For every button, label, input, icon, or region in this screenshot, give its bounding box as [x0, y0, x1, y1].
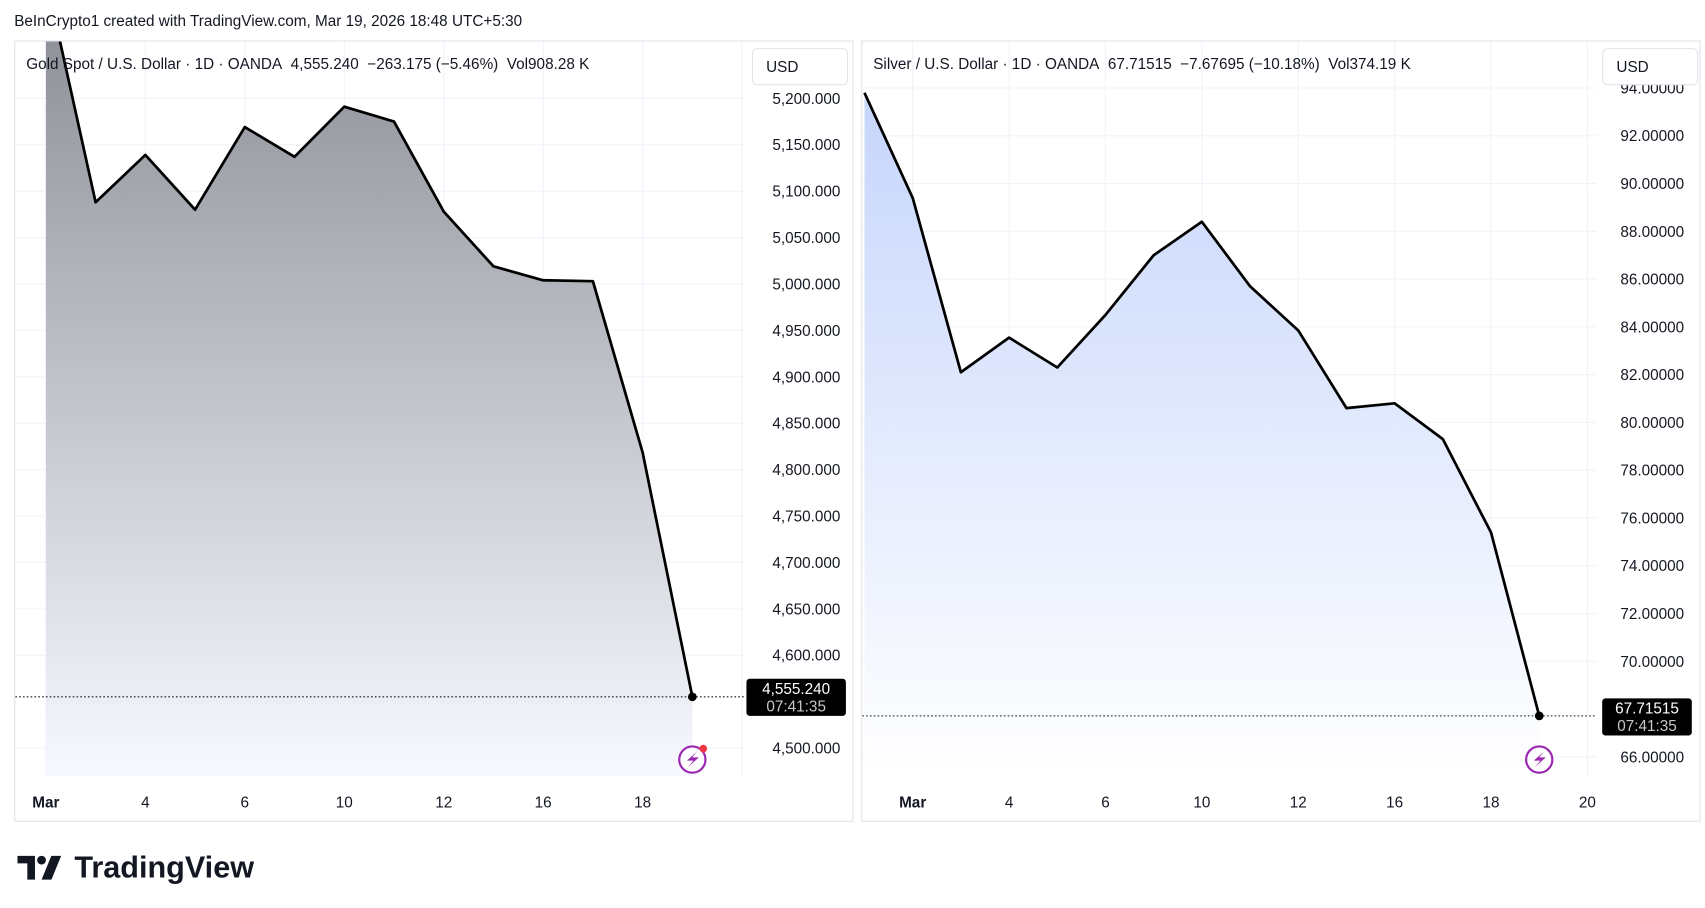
y-tick-label: 80.00000 [1620, 415, 1684, 432]
area-fill [45, 41, 693, 776]
notification-dot [699, 744, 708, 753]
y-tick-label: 4,850.000 [772, 416, 840, 433]
y-tick-label: 82.00000 [1620, 367, 1684, 384]
y-tick-label: 86.00000 [1620, 272, 1684, 289]
currency-button[interactable]: USD [751, 48, 849, 86]
x-tick-label: 12 [1290, 795, 1307, 812]
y-tick-label: 4,950.000 [772, 323, 840, 340]
y-tick-label: 4,500.000 [772, 741, 840, 758]
last-price-value: 67.71515 [1615, 699, 1679, 717]
last-price-value: 4,555.240 [762, 679, 831, 698]
symbol-title[interactable]: Silver / U.S. Dollar · 1D · OANDA [873, 54, 1100, 73]
silver-chart-svg[interactable]: 94.0000092.0000090.0000088.0000086.00000… [862, 41, 1699, 821]
logo-text: TradingView [74, 850, 255, 885]
y-tick-label: 4,750.000 [772, 509, 840, 526]
y-tick-label: 76.00000 [1620, 510, 1684, 527]
y-tick-label: 5,100.000 [772, 184, 840, 201]
silver-legend: Silver / U.S. Dollar · 1D · OANDA 67.715… [873, 55, 1411, 72]
series-group [45, 41, 694, 776]
tradingview-logo[interactable]: TradingView [17, 850, 254, 885]
last-price-label: 67.71515 07:41:35 [1602, 698, 1692, 736]
silver-chart-panel[interactable]: Silver / U.S. Dollar · 1D · OANDA 67.715… [861, 40, 1701, 822]
volume: Vol374.19 K [1328, 54, 1411, 73]
last-point-marker [687, 692, 697, 702]
volume: Vol908.28 K [506, 54, 590, 73]
gold-chart-panel[interactable]: Gold Spot / U.S. Dollar · 1D · OANDA 4,5… [14, 40, 854, 822]
y-tick-label: 72.00000 [1620, 606, 1684, 623]
y-tick-label: 5,000.000 [772, 276, 840, 293]
y-tick-label: 4,700.000 [772, 555, 840, 572]
price-change: −263.175 (−5.46%) [367, 54, 499, 73]
currency-button[interactable]: USD [1602, 48, 1699, 86]
bar-countdown: 07:41:35 [766, 697, 826, 715]
x-tick-label: 18 [1483, 795, 1500, 812]
x-tick-label: 6 [1101, 795, 1110, 812]
x-tick-label: 12 [435, 795, 452, 812]
y-tick-label: 66.00000 [1620, 749, 1684, 766]
tradingview-logo-icon [17, 855, 62, 880]
y-tick-label: 74.00000 [1620, 558, 1684, 575]
last-point-marker [1534, 711, 1544, 721]
x-tick-label: Mar [899, 795, 926, 812]
price-line [58, 41, 694, 698]
lightning-bolt [686, 751, 699, 768]
y-tick-label: 92.00000 [1620, 128, 1684, 145]
price-change: −7.67695 (−10.18%) [1180, 54, 1320, 73]
x-tick-label: Mar [32, 795, 59, 812]
y-tick-label: 4,900.000 [772, 369, 840, 386]
y-tick-label: 4,800.000 [772, 462, 840, 479]
x-tick-label: 4 [141, 795, 150, 812]
price-line [863, 92, 1541, 717]
gold-legend: Gold Spot / U.S. Dollar · 1D · OANDA 4,5… [26, 55, 589, 72]
y-tick-label: 5,150.000 [772, 137, 840, 154]
x-tick-label: 20 [1579, 795, 1596, 812]
gold-chart-svg[interactable]: 5,200.000 5,150.000 5,100.000 5,050.000 5,00… [15, 41, 852, 821]
x-tick-label: 10 [1193, 795, 1210, 812]
last-price: 67.71515 [1107, 54, 1172, 73]
x-tick-label: 6 [241, 795, 250, 812]
y-tick-label: 4,650.000 [772, 601, 840, 618]
lightning-bolt [1533, 751, 1546, 768]
symbol-title[interactable]: Gold Spot / U.S. Dollar · 1D · OANDA [26, 54, 283, 73]
y-tick-label: 84.00000 [1620, 319, 1684, 336]
bar-countdown: 07:41:35 [1617, 716, 1677, 735]
x-tick-label: 18 [634, 795, 651, 812]
x-tick-label: 20 [734, 795, 751, 812]
x-tick-label: 16 [535, 795, 552, 812]
x-tick-label: 10 [336, 795, 353, 812]
y-tick-label: 78.00000 [1620, 463, 1684, 480]
series-group [863, 92, 1541, 776]
chart-credit: BeInCrypto1 created with TradingView.com… [14, 12, 523, 30]
y-tick-label: 5,200.000 [772, 91, 840, 108]
y-tick-label: 70.00000 [1620, 654, 1684, 671]
last-price-label: 4,555.240 07:41:35 [746, 678, 846, 716]
y-tick-label: 5,050.000 [772, 230, 840, 247]
y-tick-label: 4,600.000 [772, 648, 840, 665]
last-price: 4,555.240 [290, 54, 359, 73]
area-fill [864, 92, 1540, 776]
x-tick-label: 16 [1386, 795, 1403, 812]
y-tick-label: 90.00000 [1620, 176, 1684, 193]
x-tick-label: 4 [1005, 795, 1014, 812]
y-tick-label: 88.00000 [1620, 224, 1684, 241]
